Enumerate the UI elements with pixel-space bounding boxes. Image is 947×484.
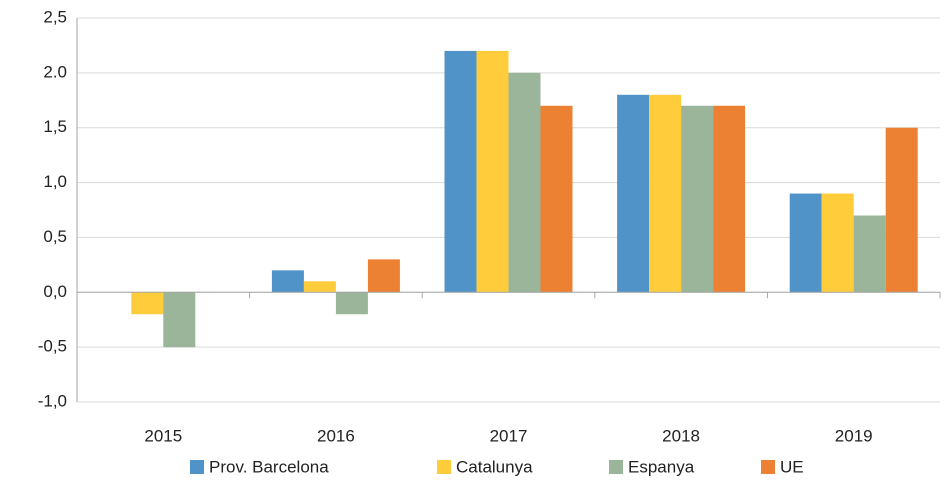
bar <box>163 292 196 348</box>
legend-label: UE <box>780 457 804 476</box>
legend-swatch <box>609 460 623 474</box>
y-tick-label: 1,5 <box>43 117 67 136</box>
legend-swatch <box>761 460 775 474</box>
y-tick-label: 0,5 <box>43 227 67 246</box>
legend-label: Prov. Barcelona <box>209 457 329 476</box>
bar <box>821 193 854 293</box>
bar <box>476 50 509 293</box>
x-tick-label: 2019 <box>835 426 873 445</box>
x-tick-label: 2015 <box>144 426 182 445</box>
y-tick-label: 2.0 <box>43 62 67 81</box>
bar <box>271 270 304 293</box>
y-tick-label: -1,0 <box>38 391 67 410</box>
bar <box>540 105 573 293</box>
bar <box>713 105 746 293</box>
x-tick-label: 2017 <box>490 426 528 445</box>
bar <box>853 215 886 293</box>
bar <box>789 193 822 293</box>
x-tick-label: 2016 <box>317 426 355 445</box>
bar <box>649 94 682 293</box>
bar <box>131 292 164 315</box>
bar <box>444 50 477 293</box>
bar <box>681 105 714 293</box>
x-tick-label: 2018 <box>662 426 700 445</box>
y-tick-label: 2,5 <box>43 7 67 26</box>
bar <box>303 281 336 293</box>
legend-label: Espanya <box>628 457 695 476</box>
y-tick-label: 0,0 <box>43 282 67 301</box>
bar <box>617 94 650 293</box>
legend-swatch <box>437 460 451 474</box>
y-tick-label: -0,5 <box>38 337 67 356</box>
legend-swatch <box>190 460 204 474</box>
bar <box>367 259 400 293</box>
y-tick-label: 1,0 <box>43 172 67 191</box>
bar <box>335 292 368 315</box>
bar <box>508 72 541 293</box>
legend-label: Catalunya <box>456 457 533 476</box>
bar <box>885 127 918 293</box>
